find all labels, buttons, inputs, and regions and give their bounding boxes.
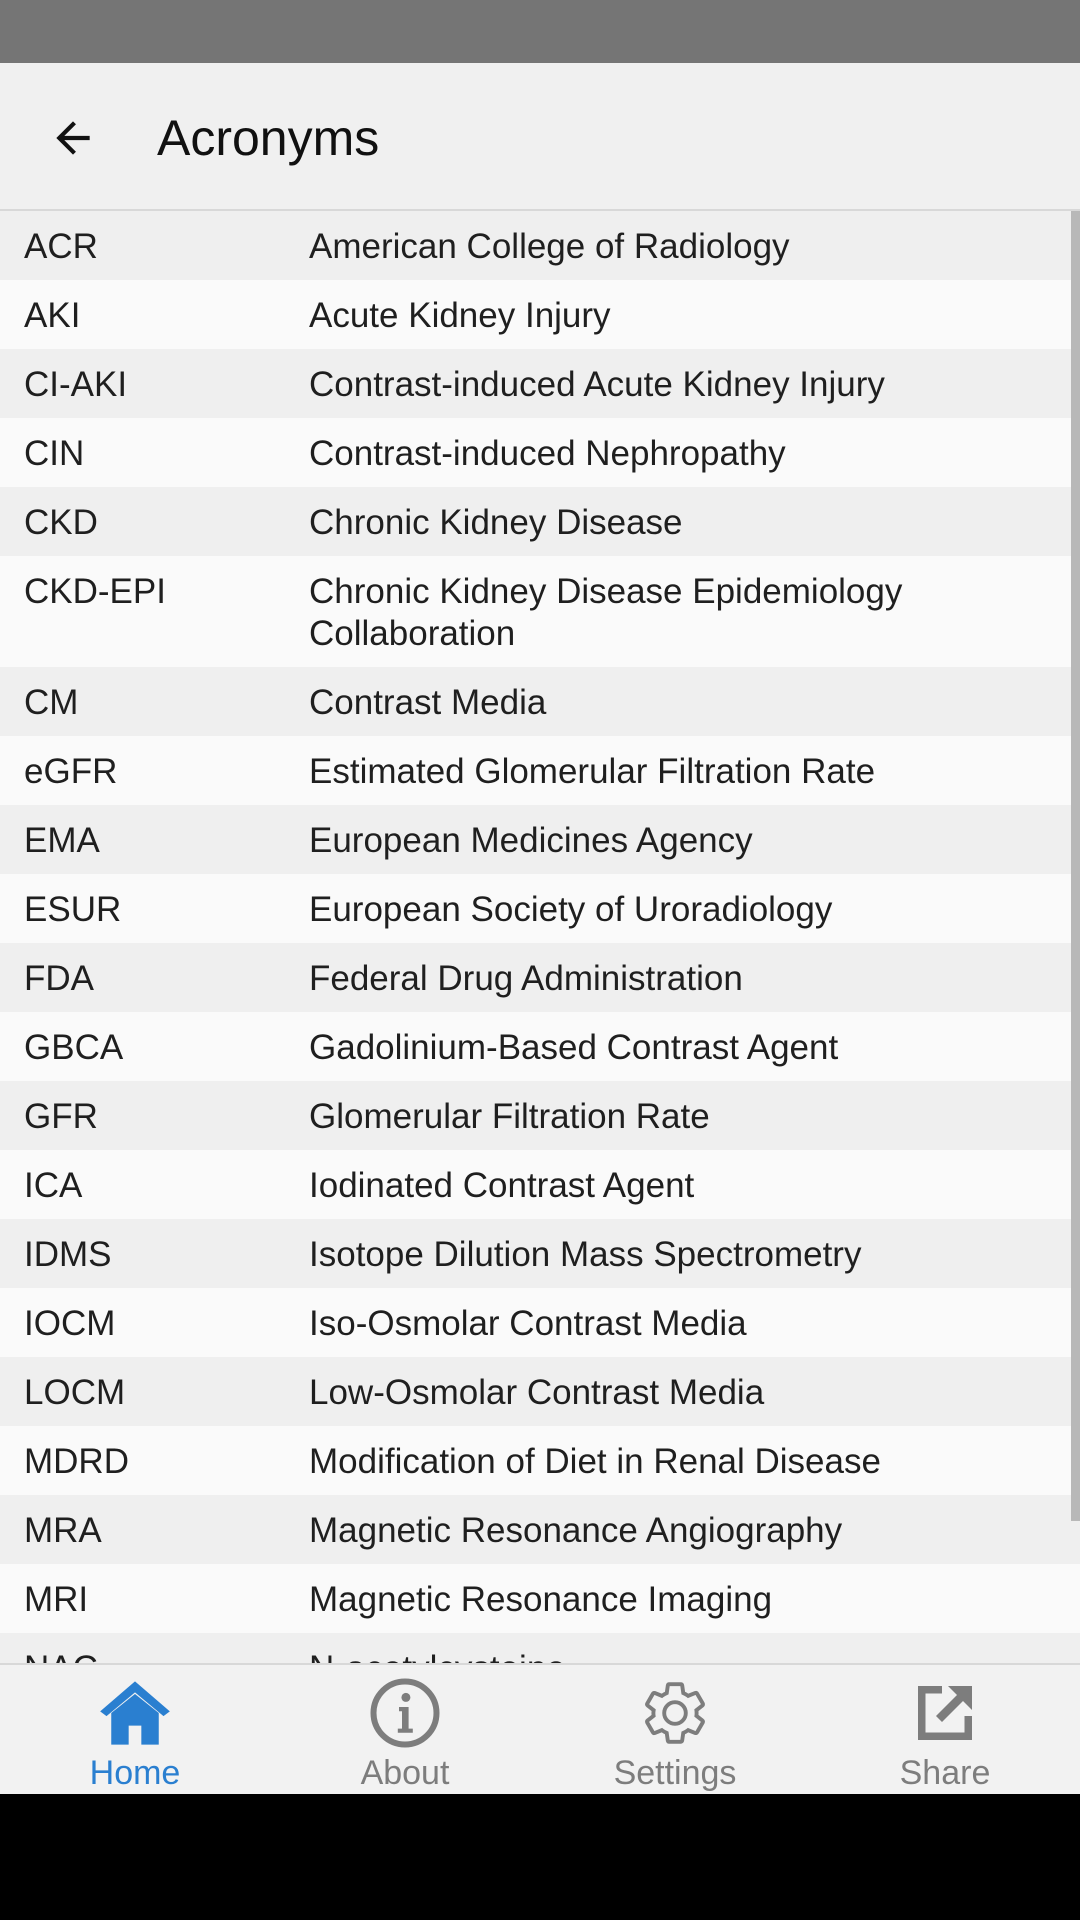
acronym-abbr: CI-AKI [24, 365, 128, 404]
nav-share-label: Share [899, 1754, 991, 1792]
list-item[interactable]: MRA Magnetic Resonance Angiography [0, 1495, 1080, 1564]
acronym-abbr: AKI [24, 296, 81, 335]
page-title: Acronyms [157, 110, 380, 166]
list-item[interactable]: AKI Acute Kidney Injury [0, 280, 1080, 349]
scrollbar-thumb[interactable] [1071, 211, 1080, 1521]
nav-share[interactable]: Share [810, 1665, 1080, 1794]
acronym-definition: Contrast-induced Nephropathy [309, 434, 786, 473]
acronym-abbr: EMA [24, 821, 100, 860]
app-bar: Acronyms [0, 63, 1080, 211]
acronym-abbr: CKD-EPI [24, 572, 166, 611]
list-item[interactable]: CKD-EPI Chronic Kidney Disease Epidemiolo… [0, 556, 1080, 667]
list-item[interactable]: LOCM Low-Osmolar Contrast Media [0, 1357, 1080, 1426]
gear-icon [645, 1682, 705, 1744]
acronym-abbr: IOCM [24, 1304, 116, 1343]
list-item[interactable]: NACN-acetylcysteine [0, 1633, 1080, 1663]
list-item[interactable]: GBCA Gadolinium-Based Contrast Agent [0, 1012, 1080, 1081]
nav-about[interactable]: About [270, 1665, 540, 1794]
acronym-definition: Iso-Osmolar Contrast Media [309, 1304, 747, 1343]
list-item[interactable]: CI-AKI Contrast-induced Acute Kidney Inju… [0, 349, 1080, 418]
acronym-definition: American College of Radiology [309, 227, 790, 266]
nav-home-label: Home [89, 1754, 181, 1792]
list-item[interactable]: eGFR Estimated Glomerular Filtration Rate [0, 736, 1080, 805]
acronym-definition: Magnetic Resonance Imaging [309, 1580, 773, 1619]
info-icon [370, 1678, 440, 1748]
acronym-definition: Modification of Diet in Renal Disease [309, 1442, 881, 1481]
acronym-definition: Federal Drug Administration [309, 959, 743, 998]
list-item[interactable]: MDRD Modification of Diet in Renal Diseas… [0, 1426, 1080, 1495]
list-item[interactable]: MRI Magnetic Resonance Imaging [0, 1564, 1080, 1633]
bottom-nav: Home About Settings Share [0, 1663, 1080, 1794]
acronym-abbr: CM [24, 683, 79, 722]
acronym-abbr: IDMS [24, 1235, 112, 1274]
status-bar [0, 0, 1080, 63]
acronym-abbr: ACR [24, 227, 98, 266]
acronym-abbr: MRA [24, 1511, 102, 1550]
acronym-abbr: ESUR [24, 890, 122, 929]
acronym-definition: Glomerular Filtration Rate [309, 1097, 710, 1136]
home-icon [100, 1681, 170, 1745]
acronym-definition: Contrast Media [309, 683, 547, 722]
share-icon [918, 1686, 972, 1740]
acronym-definition: Estimated Glomerular Filtration Rate [309, 752, 876, 791]
scrollbar[interactable] [1070, 211, 1080, 1663]
list-item[interactable]: GFR Glomerular Filtration Rate [0, 1081, 1080, 1150]
list-item[interactable]: CM Contrast Media [0, 667, 1080, 736]
acronym-definition: Iodinated Contrast Agent [309, 1166, 695, 1205]
list-item[interactable]: ESUR European Society of Uroradiology [0, 874, 1080, 943]
acronym-definition: Acute Kidney Injury [309, 296, 611, 335]
acronym-abbr: MRI [24, 1580, 89, 1619]
acronym-definition: Low-Osmolar Contrast Media [309, 1373, 765, 1412]
list-item[interactable]: ICA Iodinated Contrast Agent [0, 1150, 1080, 1219]
nav-settings-label: Settings [613, 1754, 737, 1792]
list-item[interactable]: IOCM Iso-Osmolar Contrast Media [0, 1288, 1080, 1357]
nav-settings[interactable]: Settings [540, 1665, 810, 1794]
acronym-abbr: LOCM [24, 1373, 126, 1412]
back-button[interactable] [38, 103, 108, 173]
list-item[interactable]: EMA European Medicines Agency [0, 805, 1080, 874]
acronym-definition: European Medicines Agency [309, 821, 753, 860]
acronym-abbr: MDRD [24, 1442, 129, 1481]
acronym-abbr: CIN [24, 434, 85, 473]
acronym-abbr: FDA [24, 959, 94, 998]
arrow-left-icon [56, 121, 90, 155]
acronym-abbr: GFR [24, 1097, 98, 1136]
acronym-definition: Contrast-induced Acute Kidney Injury [309, 365, 885, 404]
list-item[interactable]: FDA Federal Drug Administration [0, 943, 1080, 1012]
acronym-list[interactable]: ACR American College of Radiology AKI Acute… [0, 211, 1080, 1663]
list-item[interactable]: CKD Chronic Kidney Disease [0, 487, 1080, 556]
acronym-definition: European Society of Uroradiology [309, 890, 833, 929]
list-item[interactable]: CIN Contrast-induced Nephropathy [0, 418, 1080, 487]
acronym-definition: Gadolinium-Based Contrast Agent [309, 1028, 839, 1067]
acronym-abbr: ICA [24, 1166, 83, 1205]
acronym-abbr: CKD [24, 503, 98, 542]
nav-home[interactable]: Home [0, 1665, 270, 1794]
system-nav-area [0, 1794, 1080, 1920]
acronym-definition: Magnetic Resonance Angiography [309, 1511, 843, 1550]
acronym-definition: Chronic Kidney Disease Epidemiology Coll… [309, 572, 903, 653]
nav-about-label: About [360, 1754, 450, 1792]
acronym-abbr: GBCA [24, 1028, 124, 1067]
acronym-abbr: eGFR [24, 752, 118, 791]
acronym-definition: Isotope Dilution Mass Spectrometry [309, 1235, 862, 1274]
list-item[interactable]: ACR American College of Radiology [0, 211, 1080, 280]
acronym-definition: Chronic Kidney Disease [309, 503, 683, 542]
acronym-definition: N-acetylcysteine [309, 1648, 1080, 1663]
acronym-abbr: NAC [0, 1648, 309, 1663]
list-item[interactable]: IDMS Isotope Dilution Mass Spectrometry [0, 1219, 1080, 1288]
